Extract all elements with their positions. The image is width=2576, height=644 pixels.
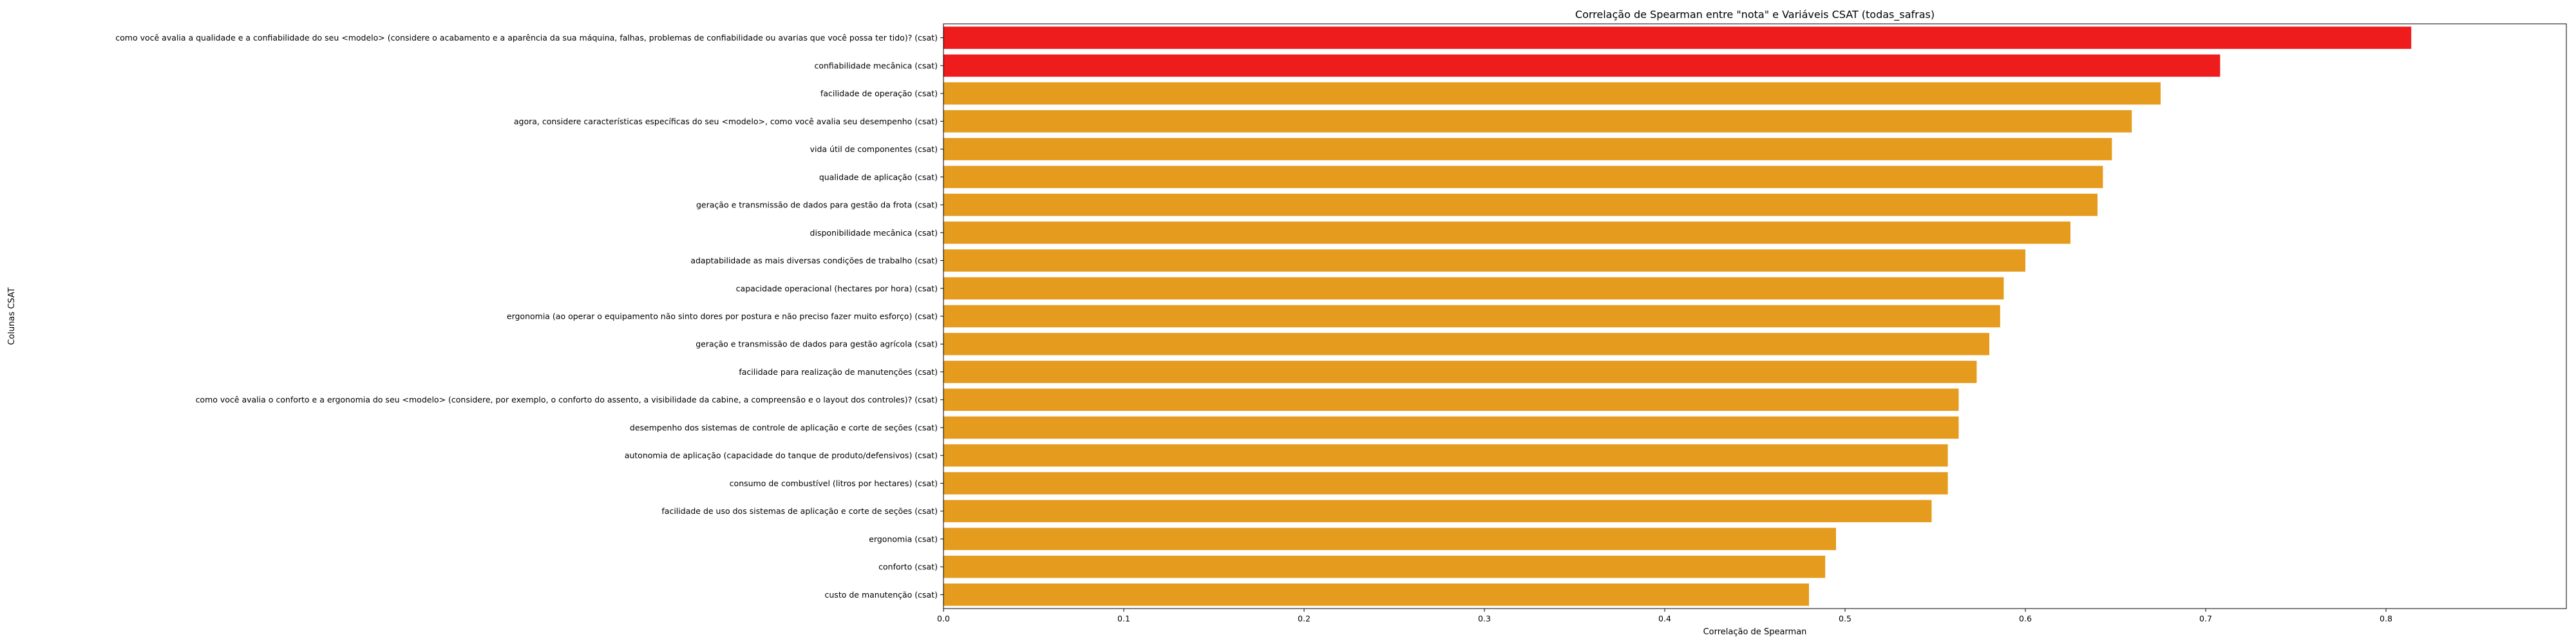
plot-frame — [943, 23, 2567, 609]
bar — [943, 444, 1948, 467]
bar — [943, 221, 2070, 244]
bar — [943, 249, 2025, 272]
bar — [943, 26, 2412, 49]
x-tick-label: 0.4 — [1658, 614, 1671, 623]
x-tick-label: 0.0 — [937, 614, 950, 623]
bar — [943, 361, 1977, 383]
y-tick-label: consumo de combustível (litros por hecta… — [730, 478, 938, 488]
y-tick-label: confiabilidade mecânica (csat) — [814, 61, 938, 70]
y-tick-label: ergonomia (csat) — [869, 534, 938, 544]
x-tick-label: 0.2 — [1298, 614, 1311, 623]
bar — [943, 82, 2161, 105]
axes-frame — [943, 23, 2567, 609]
y-tick-label: autonomia de aplicação (capacidade do ta… — [625, 451, 938, 460]
y-tick-label: facilidade para realização de manutençõe… — [739, 367, 938, 377]
y-tick-label: geração e transmissão de dados para gest… — [696, 200, 938, 210]
y-tick-label: conforto (csat) — [878, 562, 938, 572]
bars-group — [943, 26, 2412, 606]
y-tick-label: como você avalia o conforto e a ergonomi… — [196, 395, 938, 404]
bar — [943, 138, 2112, 160]
bar — [943, 54, 2221, 77]
bar — [943, 472, 1948, 495]
x-tick-label: 0.3 — [1478, 614, 1491, 623]
y-tick-label: qualidade de aplicação (csat) — [819, 172, 938, 182]
y-tick-label: capacidade operacional (hectares por hor… — [736, 283, 938, 293]
bar — [943, 500, 1932, 522]
x-tick-labels: 0.0 0.1 0.2 0.3 0.4 0.5 0.6 0.7 0.8 — [937, 609, 2392, 623]
y-tick-labels: como você avalia a qualidade e a confiab… — [115, 33, 943, 600]
chart-title: Correlação de Spearman entre "nota" e Va… — [1575, 8, 1935, 21]
y-tick-label: ergonomia (ao operar o equipamento não s… — [507, 312, 938, 321]
y-tick-label: como você avalia a qualidade e a confiab… — [115, 33, 938, 43]
x-tick-label: 0.5 — [1839, 614, 1852, 623]
y-tick-label: desempenho dos sistemas de controle de a… — [630, 422, 938, 432]
bar — [943, 305, 2000, 328]
bar — [943, 110, 2132, 133]
y-tick-label: disponibilidade mecânica (csat) — [810, 228, 938, 238]
y-tick-label: facilidade de uso dos sistemas de aplica… — [661, 506, 938, 516]
bar — [943, 555, 1826, 578]
y-tick-label: geração e transmissão de dados para gest… — [696, 339, 938, 349]
y-tick-label: adaptabilidade as mais diversas condiçõe… — [690, 256, 938, 265]
x-tick-label: 0.1 — [1117, 614, 1130, 623]
x-tick-label: 0.7 — [2199, 614, 2212, 623]
y-tick-label: facilidade de operação (csat) — [820, 89, 938, 99]
x-axis-label: Correlação de Spearman — [1703, 627, 1807, 637]
bar — [943, 416, 1959, 439]
y-axis-label: Colunas CSAT — [7, 287, 17, 345]
x-tick-label: 0.6 — [2019, 614, 2032, 623]
bar — [943, 388, 1959, 412]
bar — [943, 332, 1989, 355]
bar — [943, 583, 1809, 606]
bar — [943, 166, 2103, 189]
y-tick-label: agora, considere características específ… — [514, 117, 938, 126]
bar — [943, 193, 2098, 216]
x-tick-label: 0.8 — [2380, 614, 2392, 623]
bar — [943, 527, 1836, 551]
y-tick-label: custo de manutenção (csat) — [825, 590, 938, 600]
bar — [943, 277, 2004, 300]
y-tick-label: vida útil de componentes (csat) — [810, 144, 938, 154]
